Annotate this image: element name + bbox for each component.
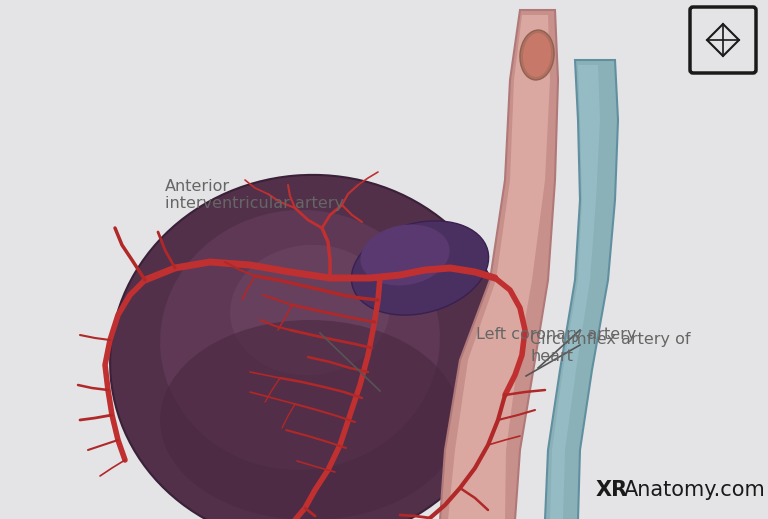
Text: Anatomy.com: Anatomy.com bbox=[624, 480, 766, 500]
Polygon shape bbox=[440, 10, 558, 519]
Ellipse shape bbox=[230, 245, 390, 375]
Ellipse shape bbox=[360, 224, 449, 285]
Ellipse shape bbox=[110, 175, 510, 519]
Ellipse shape bbox=[523, 33, 551, 77]
Text: Anterior
interventricular artery: Anterior interventricular artery bbox=[165, 179, 344, 211]
Polygon shape bbox=[545, 60, 618, 519]
Ellipse shape bbox=[160, 320, 460, 519]
Ellipse shape bbox=[352, 221, 488, 315]
Ellipse shape bbox=[160, 210, 440, 470]
Text: XR: XR bbox=[596, 480, 628, 500]
Polygon shape bbox=[550, 65, 600, 519]
Text: Circumflex artery of
heart: Circumflex artery of heart bbox=[530, 332, 690, 364]
Text: Left coronary artery: Left coronary artery bbox=[476, 327, 637, 343]
Polygon shape bbox=[448, 15, 550, 519]
Ellipse shape bbox=[520, 30, 554, 80]
